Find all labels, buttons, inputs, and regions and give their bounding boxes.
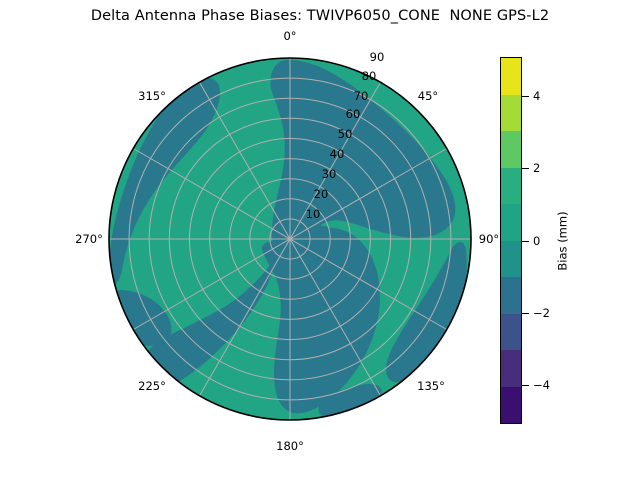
azimuth-label-180: 180° [276, 439, 304, 453]
colorbar-segment-3 [501, 167, 521, 204]
colorbar-tick-label-2: 2 [533, 161, 541, 176]
colorbar-tick-mark-4 [522, 95, 529, 97]
radial-label-10: 10 [306, 207, 321, 221]
colorbar-segment-4 [501, 204, 521, 241]
colorbar-segment-6 [501, 277, 521, 314]
azimuth-tick-labels: 0° 45° 90° 135° 180° 225° 270° 315° [75, 29, 499, 453]
chart-title: Delta Antenna Phase Biases: TWIVP6050_CO… [90, 8, 550, 24]
angular-gridlines [109, 58, 471, 420]
colorbar-segment-0 [501, 58, 521, 95]
colorbar-tick-label-4: 4 [533, 88, 541, 103]
polar-outer-edge [108, 57, 472, 421]
colorbar-segment-9 [501, 386, 521, 423]
colorbar-ticks: 4 2 0 −2 −4 [500, 57, 590, 424]
azimuth-label-315: 315° [138, 89, 166, 103]
colorbar-tick-mark-0 [522, 240, 529, 242]
radial-label-40: 40 [330, 147, 345, 161]
colorbar-axis-label: Bias (mm) [553, 57, 573, 424]
radial-label-60: 60 [346, 107, 361, 121]
radial-label-50: 50 [338, 127, 353, 141]
radial-label-30: 30 [322, 167, 337, 181]
azimuth-label-270: 270° [75, 232, 103, 246]
radial-label-20: 20 [314, 187, 329, 201]
radial-label-70: 70 [354, 89, 369, 103]
colorbar-axis-label-text: Bias (mm) [556, 210, 571, 271]
colorbar-tick-mark-neg2 [522, 312, 529, 314]
contour-band-neg1-to-0 [109, 60, 467, 417]
colorbar-tick-label-neg2: −2 [533, 305, 550, 320]
colorbar-segment-1 [501, 94, 521, 131]
colorbar-segment-7 [501, 313, 521, 350]
colorbar-tick-label-0: 0 [533, 233, 541, 248]
azimuth-label-90: 90° [479, 232, 499, 246]
colorbar [500, 57, 522, 424]
colorbar-tick-mark-neg4 [522, 385, 529, 387]
radial-label-80: 80 [362, 69, 377, 83]
colorbar-segment-2 [501, 131, 521, 168]
azimuth-label-135: 135° [417, 379, 445, 393]
azimuth-label-45: 45° [418, 89, 438, 103]
colorbar-segment-8 [501, 350, 521, 387]
colorbar-tick-label-neg4: −4 [533, 378, 550, 393]
colorbar-tick-mark-2 [522, 168, 529, 170]
colorbar-segment-5 [501, 240, 521, 277]
radial-tick-labels: 10 20 30 40 50 60 70 80 90 [306, 50, 385, 221]
radial-label-90: 90 [370, 50, 385, 64]
azimuth-label-225: 225° [138, 379, 166, 393]
azimuth-label-0: 0° [283, 29, 296, 43]
